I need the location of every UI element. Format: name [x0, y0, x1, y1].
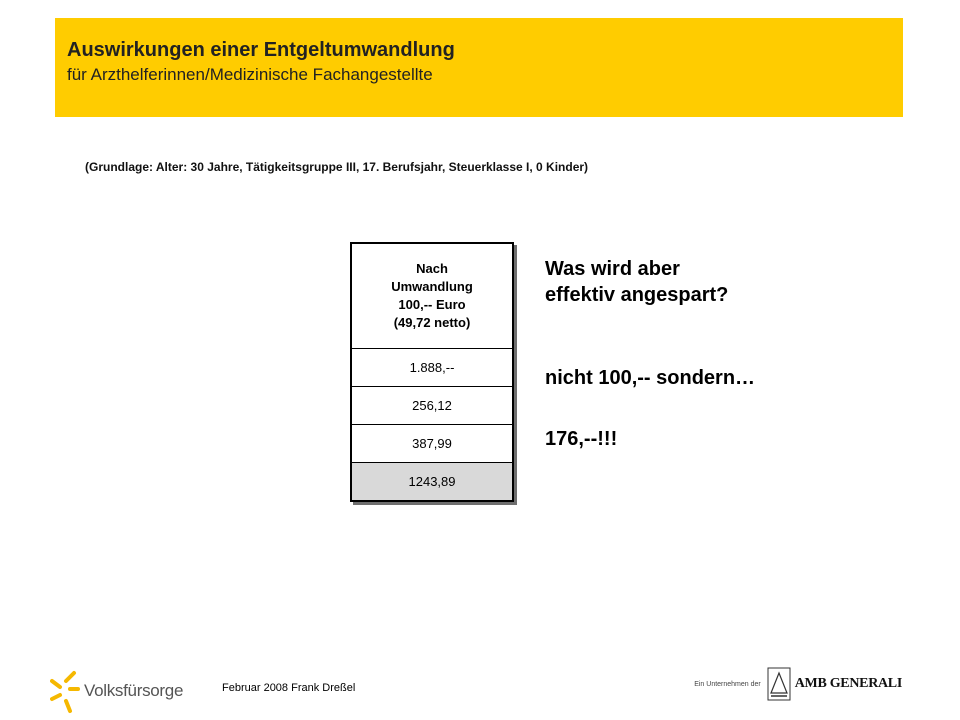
slide-subtitle: für Arzthelferinnen/Medizinische Fachang…	[67, 65, 433, 84]
table-header-line: (49,72 netto)	[393, 315, 471, 330]
table-header-line: Umwandlung	[391, 279, 473, 294]
table-header-line: Nach	[416, 261, 448, 276]
question-line: Was wird aber	[545, 258, 680, 280]
company-note: Ein Unternehmen der	[694, 680, 761, 688]
table-header-line: 100,-- Euro	[398, 297, 466, 312]
table-header: Nach Umwandlung 100,-- Euro (49,72 netto…	[352, 244, 512, 348]
table-row: 256,12	[352, 386, 512, 424]
question-text: Was wird aber effektiv angespart?	[545, 256, 728, 308]
table-row: 1.888,--	[352, 348, 512, 386]
volksfuersorge-wordmark: Volksfürsorge	[84, 681, 184, 700]
generali-crest-icon	[767, 667, 791, 701]
slide-title: Auswirkungen einer Entgeltumwandlung	[67, 39, 455, 61]
footer-date-author: Februar 2008 Frank Dreßel	[222, 682, 356, 694]
volksfuersorge-logo: Volksfürsorge	[50, 667, 183, 715]
table-row: 387,99	[352, 424, 512, 462]
conversion-table: Nach Umwandlung 100,-- Euro (49,72 netto…	[350, 242, 514, 502]
table-row-total: 1243,89	[352, 462, 512, 500]
amb-generali-wordmark: AMB GENERALI	[794, 676, 903, 691]
answer-text: nicht 100,-- sondern…	[545, 367, 756, 389]
amb-generali-logo: Ein Unternehmen der AMB GENERALI	[694, 667, 902, 701]
sun-rays-icon	[50, 671, 80, 713]
basis-note: (Grundlage: Alter: 30 Jahre, Tätigkeitsg…	[85, 160, 589, 174]
question-line: effektiv angespart?	[545, 284, 729, 306]
result-text: 176,--!!!	[545, 428, 618, 450]
title-banner: Auswirkungen einer Entgeltumwandlung für…	[55, 18, 903, 117]
